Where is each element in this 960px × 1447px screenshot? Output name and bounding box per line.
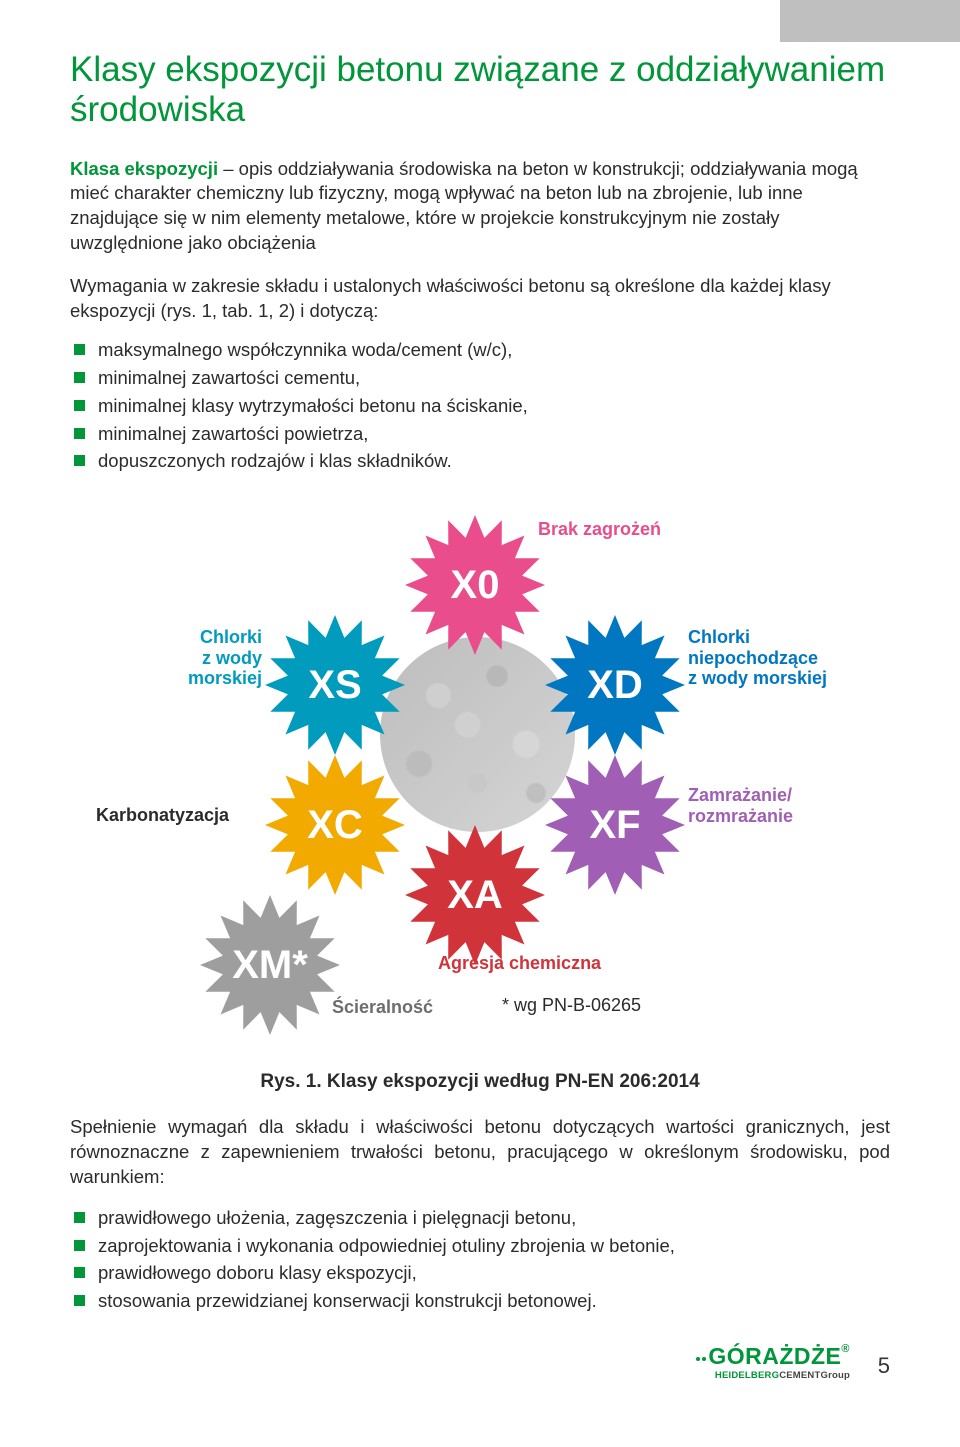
paragraph-2: Spełnienie wymagań dla składu i właściwo… bbox=[70, 1115, 890, 1190]
list-item: minimalnej klasy wytrzymałości betonu na… bbox=[70, 392, 890, 420]
list-item: zaprojektowania i wykonania odpowiedniej… bbox=[70, 1232, 890, 1260]
diagram-label-scier: Ścieralność bbox=[332, 997, 433, 1018]
requirements-list: maksymalnego współczynnika woda/cement (… bbox=[70, 336, 890, 475]
conditions-list: prawidłowego ułożenia, zagęszczenia i pi… bbox=[70, 1204, 890, 1315]
diagram-label-chlorki_xd: Chlorkiniepochodzącez wody morskiej bbox=[688, 627, 888, 689]
list-item: stosowania przewidzianej konserwacji kon… bbox=[70, 1287, 890, 1315]
lead-paragraph: Klasa ekspozycji – opis oddziaływania śr… bbox=[70, 157, 890, 257]
burst-label: XA bbox=[447, 873, 503, 918]
logo: GÓRAŻDŻE® HEIDELBERGCEMENTGroup bbox=[696, 1343, 850, 1381]
burst-xa: XA bbox=[405, 825, 545, 965]
figure-caption: Rys. 1. Klasy ekspozycji według PN-EN 20… bbox=[70, 1071, 890, 1093]
burst-label: XD bbox=[587, 663, 643, 708]
list-item: prawidłowego doboru klasy ekspozycji, bbox=[70, 1259, 890, 1287]
diagram-label-note: * wg PN-B-06265 bbox=[502, 995, 641, 1016]
burst-label: XM* bbox=[232, 943, 308, 988]
diagram-label-chlorki_xs: Chlorkiz wodymorskiej bbox=[152, 627, 262, 689]
burst-xs: XS bbox=[265, 615, 405, 755]
list-item: minimalnej zawartości cementu, bbox=[70, 364, 890, 392]
logo-dots-icon bbox=[696, 1354, 706, 1364]
burst-xc: XC bbox=[265, 755, 405, 895]
logo-main: GÓRAŻDŻE® bbox=[696, 1343, 850, 1370]
page-content: Klasy ekspozycji betonu związane z oddzi… bbox=[0, 0, 960, 1447]
burst-label: XC bbox=[307, 803, 363, 848]
logo-subtitle: HEIDELBERGCEMENTGroup bbox=[696, 1370, 850, 1381]
logo-main-text: GÓRAŻDŻE bbox=[708, 1343, 841, 1369]
burst-xd: XD bbox=[545, 615, 685, 755]
logo-sub-rest: CEMENTGroup bbox=[779, 1370, 850, 1381]
diagram-label-karbon: Karbonatyzacja bbox=[96, 805, 229, 826]
paragraph-1: Wymagania w zakresie składu i ustalonych… bbox=[70, 274, 890, 324]
burst-xm: XM* bbox=[200, 895, 340, 1035]
page-title: Klasy ekspozycji betonu związane z oddzi… bbox=[70, 50, 890, 131]
exposure-classes-diagram: X0 XS XD XC XF XA XM* Brak zagrożeń Chlorkiz wod… bbox=[70, 497, 890, 1057]
diagram-label-brak: Brak zagrożeń bbox=[538, 519, 661, 540]
logo-sub-hb: HEIDELBERG bbox=[715, 1370, 779, 1381]
diagram-label-zamr: Zamrażanie/rozmrażanie bbox=[688, 785, 868, 826]
logo-registered: ® bbox=[841, 1343, 850, 1355]
burst-label: XF bbox=[589, 803, 640, 848]
list-item: dopuszczonych rodzajów i klas składników… bbox=[70, 447, 890, 475]
burst-label: XS bbox=[308, 663, 361, 708]
burst-x0: X0 bbox=[405, 515, 545, 655]
page-footer: GÓRAŻDŻE® HEIDELBERGCEMENTGroup 5 bbox=[70, 1337, 890, 1407]
list-item: minimalnej zawartości powietrza, bbox=[70, 420, 890, 448]
list-item: maksymalnego współczynnika woda/cement (… bbox=[70, 336, 890, 364]
burst-xf: XF bbox=[545, 755, 685, 895]
burst-label: X0 bbox=[451, 563, 500, 608]
page-number: 5 bbox=[878, 1353, 890, 1379]
lead-term: Klasa ekspozycji bbox=[70, 158, 218, 179]
page-tab-marker bbox=[780, 0, 960, 42]
list-item: prawidłowego ułożenia, zagęszczenia i pi… bbox=[70, 1204, 890, 1232]
